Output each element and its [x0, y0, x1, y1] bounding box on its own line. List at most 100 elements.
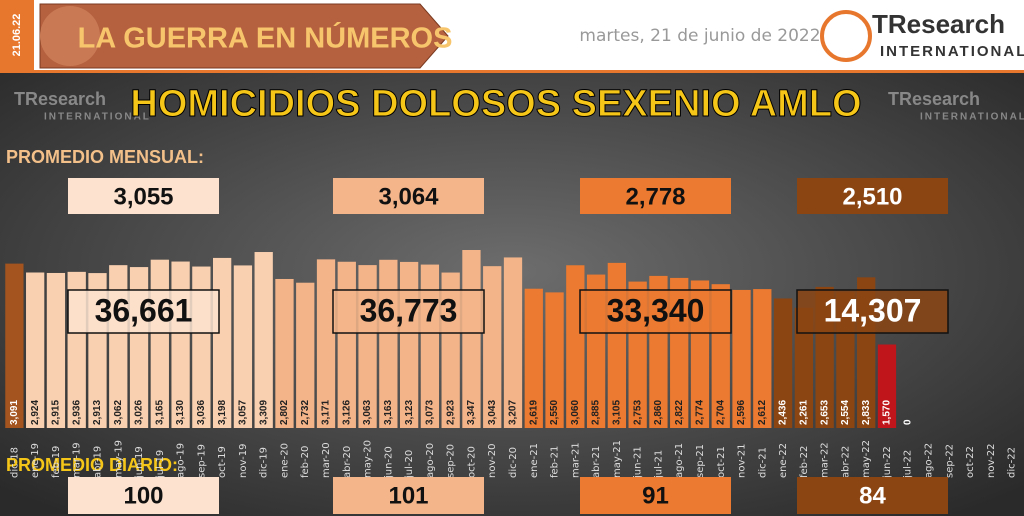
- total-value: 36,773: [360, 292, 458, 328]
- value-label: 2,596: [736, 400, 747, 425]
- value-label: 2,860: [653, 400, 664, 425]
- header-rule: [0, 70, 1024, 73]
- value-label: 0: [902, 419, 913, 425]
- bar: [794, 307, 813, 428]
- value-label: 2,913: [92, 400, 103, 425]
- value-label: 2,924: [30, 400, 41, 425]
- value-label: 3,165: [154, 400, 165, 425]
- x-tick-label: mar-21: [570, 442, 581, 478]
- value-label: 1,570: [882, 400, 893, 425]
- x-tick-label: ago-19: [176, 443, 187, 478]
- monthly-box: [68, 178, 219, 214]
- total-value: 14,307: [824, 292, 922, 328]
- value-label: 2,704: [715, 400, 726, 425]
- x-tick-label: jul-21: [653, 450, 664, 479]
- value-label: 3,347: [466, 400, 477, 425]
- logo-name: TResearch: [14, 89, 106, 109]
- value-label: 2,753: [632, 400, 643, 425]
- bar: [296, 282, 315, 428]
- value-label: 3,105: [612, 400, 623, 425]
- x-tick-label: dic-22: [1007, 447, 1018, 478]
- logo: TResearch INTERNATIONAL: [820, 9, 1024, 62]
- x-tick-label: nov-20: [487, 444, 498, 478]
- logo-sub: INTERNATIONAL: [920, 112, 1024, 123]
- value-label: 3,207: [508, 400, 519, 425]
- value-label: 2,436: [778, 400, 789, 425]
- value-label: 2,550: [549, 400, 560, 425]
- daily-value: 91: [642, 482, 669, 509]
- x-tick-label: abr-20: [342, 446, 353, 478]
- monthly-value: 2,778: [625, 183, 685, 210]
- x-tick-label: ago-20: [425, 443, 436, 478]
- x-tick-label: ene-22: [778, 443, 789, 478]
- x-tick-label: jun-20: [383, 446, 394, 479]
- value-label: 3,057: [238, 400, 249, 425]
- value-label: 2,619: [528, 400, 539, 425]
- value-label: 3,036: [196, 400, 207, 425]
- logo-name: TResearch: [872, 9, 1005, 39]
- x-tick-label: ene-21: [529, 443, 540, 478]
- x-tick-label: sep-19: [196, 444, 207, 478]
- x-tick-label: jun-22: [882, 446, 893, 479]
- logo-sub: INTERNATIONAL: [880, 43, 1024, 60]
- x-tick-label: dic-19: [259, 447, 270, 478]
- x-tick-label: oct-20: [466, 446, 477, 478]
- x-tick-label: mar-22: [820, 442, 831, 478]
- value-label: 3,163: [383, 400, 394, 425]
- x-tick-label: ene-20: [279, 443, 290, 478]
- bar: [254, 252, 273, 428]
- x-tick-label: ago-22: [924, 443, 935, 478]
- x-tick-label: nov-21: [737, 444, 748, 478]
- bar: [5, 263, 24, 428]
- x-tick-label: sep-20: [446, 444, 457, 478]
- logo-ring: [820, 10, 872, 62]
- total-box: [332, 289, 485, 334]
- x-tick-label: abr-22: [840, 446, 851, 478]
- daily-box: [333, 477, 484, 514]
- bar: [46, 272, 66, 428]
- date-text: martes, 21 de junio de 2022: [579, 26, 820, 46]
- banner-emblem: [40, 6, 100, 66]
- x-tick-label: oct-19: [217, 446, 228, 478]
- x-tick-label: jun-19: [134, 446, 145, 479]
- value-label: 3,026: [134, 400, 145, 425]
- bar: [275, 278, 294, 428]
- x-tick-label: feb-20: [300, 446, 311, 478]
- bar: [877, 344, 897, 428]
- value-label: 3,060: [570, 400, 581, 425]
- value-label: 2,833: [861, 400, 872, 425]
- daily-box: [797, 477, 948, 514]
- x-tick-label: dic-20: [508, 447, 519, 478]
- logo-name: TResearch: [888, 89, 980, 109]
- x-tick-label: ene-19: [30, 443, 41, 478]
- value-label: 2,732: [300, 400, 311, 425]
- value-label: 2,554: [840, 400, 851, 425]
- total-box: [67, 289, 220, 334]
- daily-value: 101: [388, 482, 428, 509]
- value-label: 3,309: [258, 400, 269, 425]
- x-tick-label: sep-22: [944, 444, 955, 478]
- value-label: 3,073: [425, 400, 436, 425]
- x-tick-label: may-21: [612, 440, 623, 478]
- x-tick-label: jul-20: [404, 450, 415, 479]
- x-tick-label: oct-21: [716, 446, 727, 478]
- value-label: 3,130: [175, 400, 186, 425]
- value-label: 2,774: [695, 400, 706, 425]
- x-tick-label: mar-19: [72, 442, 83, 478]
- monthly-box: [797, 178, 948, 214]
- logo-sub: INTERNATIONAL: [44, 112, 151, 123]
- bar: [732, 289, 751, 428]
- x-tick-label: dic-21: [757, 447, 768, 478]
- x-tick-label: sep-21: [695, 444, 706, 478]
- value-label: 3,063: [362, 400, 373, 425]
- bar: [524, 288, 543, 428]
- x-tick-label: jun-21: [633, 446, 644, 479]
- banner-title: LA GUERRA EN NÚMEROS: [78, 21, 453, 55]
- chart-title: HOMICIDIOS DOLOSOS SEXENIO AMLO: [130, 83, 861, 125]
- bar: [316, 259, 336, 428]
- value-label: 2,885: [591, 400, 602, 425]
- value-label: 3,123: [404, 400, 415, 425]
- x-tick-label: oct-22: [965, 446, 976, 478]
- bar: [483, 266, 502, 428]
- x-tick-label: ago-21: [674, 443, 685, 478]
